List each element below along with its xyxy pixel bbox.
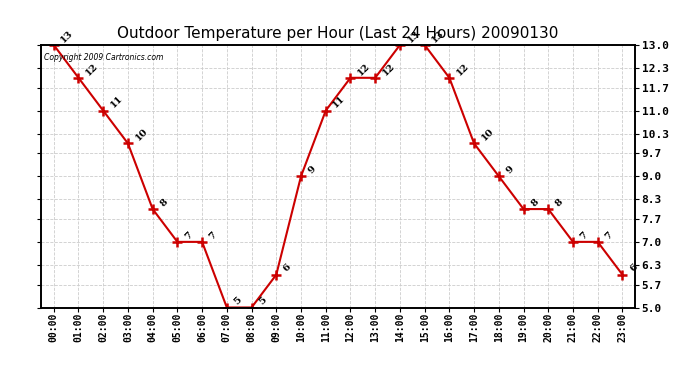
Text: 12: 12 [356, 61, 372, 77]
Text: 5: 5 [257, 296, 268, 307]
Title: Outdoor Temperature per Hour (Last 24 Hours) 20090130: Outdoor Temperature per Hour (Last 24 Ho… [117, 26, 559, 41]
Text: 13: 13 [406, 28, 422, 44]
Text: Copyright 2009 Cartronics.com: Copyright 2009 Cartronics.com [44, 53, 164, 62]
Text: 10: 10 [480, 127, 495, 142]
Text: 6: 6 [282, 263, 293, 274]
Text: 11: 11 [109, 94, 124, 110]
Text: 8: 8 [158, 197, 169, 208]
Text: 8: 8 [554, 197, 565, 208]
Text: 12: 12 [455, 61, 471, 77]
Text: 8: 8 [529, 197, 540, 208]
Text: 12: 12 [381, 61, 397, 77]
Text: 10: 10 [133, 127, 150, 142]
Text: 13: 13 [430, 28, 446, 44]
Text: 7: 7 [208, 230, 219, 241]
Text: 12: 12 [84, 61, 100, 77]
Text: 13: 13 [59, 28, 75, 44]
Text: 9: 9 [306, 164, 317, 176]
Text: 9: 9 [504, 164, 515, 176]
Text: 6: 6 [628, 263, 639, 274]
Text: 7: 7 [183, 230, 194, 241]
Text: 7: 7 [603, 230, 614, 241]
Text: 5: 5 [233, 296, 244, 307]
Text: 7: 7 [578, 230, 590, 241]
Text: 11: 11 [331, 94, 347, 110]
